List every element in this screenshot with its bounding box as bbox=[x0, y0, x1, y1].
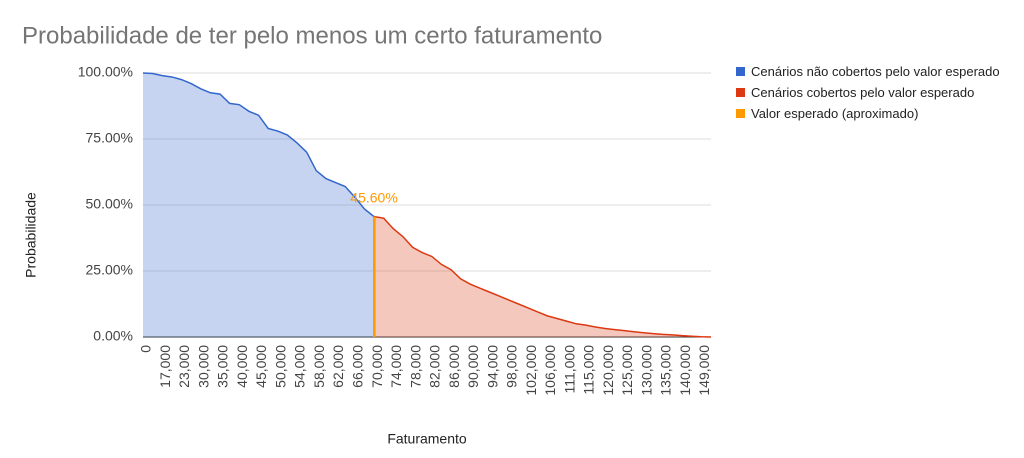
x-tick-label: 62,000 bbox=[330, 345, 346, 388]
x-tick-label: 35,000 bbox=[215, 345, 231, 388]
x-tick-label: 82,000 bbox=[427, 345, 443, 388]
legend-swatch bbox=[736, 67, 745, 76]
x-tick-label: 66,000 bbox=[349, 345, 365, 388]
x-tick-label: 78,000 bbox=[407, 345, 423, 388]
x-tick-label: 58,000 bbox=[311, 345, 327, 388]
x-tick-label: 74,000 bbox=[388, 345, 404, 388]
data-label: 45.60% bbox=[350, 189, 397, 205]
x-tick-label: 90,000 bbox=[465, 345, 481, 388]
legend-item: Valor esperado (aproximado) bbox=[736, 106, 1006, 121]
x-tick-label: 130,000 bbox=[638, 345, 654, 396]
legend-item: Cenários cobertos pelo valor esperado bbox=[736, 85, 1006, 100]
area-fill bbox=[143, 73, 375, 337]
legend-label: Cenários não cobertos pelo valor esperad… bbox=[751, 64, 1000, 79]
x-tick-label: 135,000 bbox=[658, 345, 674, 396]
expected-value-bar bbox=[373, 216, 376, 337]
legend-label: Cenários cobertos pelo valor esperado bbox=[751, 85, 975, 100]
x-tick-label: 86,000 bbox=[446, 345, 462, 388]
area-fill bbox=[374, 216, 711, 337]
x-tick-label: 23,000 bbox=[176, 345, 192, 388]
x-tick-label: 106,000 bbox=[542, 345, 558, 396]
area-line bbox=[373, 215, 712, 338]
x-tick-label: 140,000 bbox=[677, 345, 693, 396]
x-tick-label: 17,000 bbox=[157, 345, 173, 388]
y-tick-label: 50.00% bbox=[86, 196, 133, 212]
chart-title: Probabilidade de ter pelo menos um certo… bbox=[22, 22, 602, 49]
x-tick-label: 102,000 bbox=[523, 345, 539, 396]
legend-item: Cenários não cobertos pelo valor esperad… bbox=[736, 64, 1006, 79]
y-tick-label: 100.00% bbox=[78, 64, 133, 80]
legend-swatch bbox=[736, 88, 745, 97]
x-tick-label: 45,000 bbox=[253, 345, 269, 388]
y-axis-title: Probabilidade bbox=[23, 192, 39, 278]
x-axis-title: Faturamento bbox=[387, 431, 467, 447]
y-tick-label: 75.00% bbox=[86, 130, 133, 146]
x-tick-label: 111,000 bbox=[561, 345, 577, 394]
legend-swatch bbox=[736, 109, 745, 118]
x-tick-label: 50,000 bbox=[272, 345, 288, 388]
x-tick-label: 30,000 bbox=[195, 345, 211, 388]
legend: Cenários não cobertos pelo valor esperad… bbox=[736, 64, 1006, 127]
x-tick-label: 0 bbox=[138, 345, 154, 353]
x-tick-label: 40,000 bbox=[234, 345, 250, 388]
x-tick-label: 94,000 bbox=[484, 345, 500, 388]
legend-label: Valor esperado (aproximado) bbox=[751, 106, 919, 121]
x-tick-label: 149,000 bbox=[696, 345, 712, 396]
area-line bbox=[142, 72, 375, 218]
y-tick-label: 0.00% bbox=[93, 328, 133, 344]
x-tick-label: 70,000 bbox=[369, 345, 385, 388]
x-tick-label: 54,000 bbox=[292, 345, 308, 388]
x-tick-label: 125,000 bbox=[619, 345, 635, 396]
x-tick-label: 115,000 bbox=[581, 345, 597, 395]
x-tick-label: 98,000 bbox=[504, 345, 520, 388]
y-tick-label: 25.00% bbox=[86, 262, 133, 278]
x-tick-label: 120,000 bbox=[600, 345, 616, 396]
